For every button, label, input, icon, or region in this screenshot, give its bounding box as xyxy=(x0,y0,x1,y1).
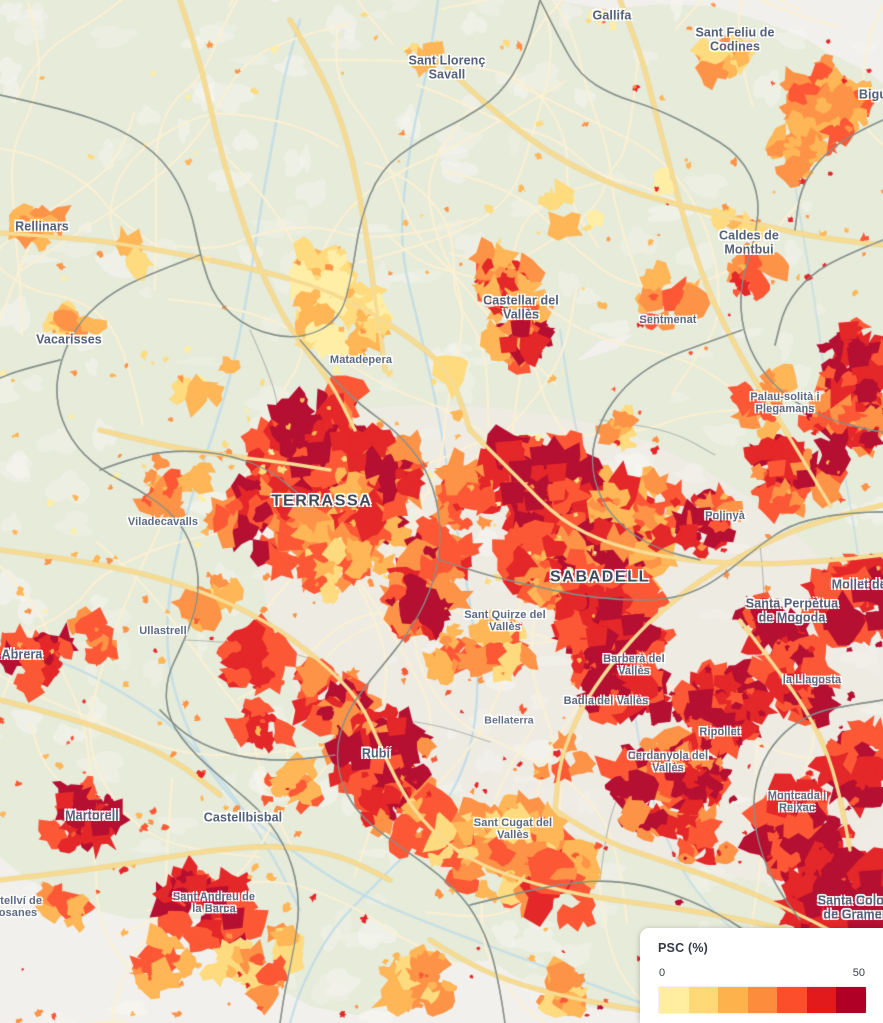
legend-swatch-4 xyxy=(777,987,807,1013)
legend-swatch-2 xyxy=(718,987,748,1013)
map-legend: PSC (%) 0 50 xyxy=(640,928,883,1023)
legend-swatch-6 xyxy=(836,987,866,1013)
legend-swatch-1 xyxy=(688,987,719,1013)
legend-min-label: 0 xyxy=(659,967,666,979)
legend-swatch-0 xyxy=(659,987,689,1013)
legend-swatch-3 xyxy=(747,987,778,1013)
legend-max-label: 50 xyxy=(852,967,865,979)
legend-scale-row: 0 50 xyxy=(658,967,867,982)
legend-title: PSC (%) xyxy=(658,941,709,955)
legend-swatch-5 xyxy=(806,987,837,1013)
legend-color-ramp xyxy=(658,986,867,1014)
